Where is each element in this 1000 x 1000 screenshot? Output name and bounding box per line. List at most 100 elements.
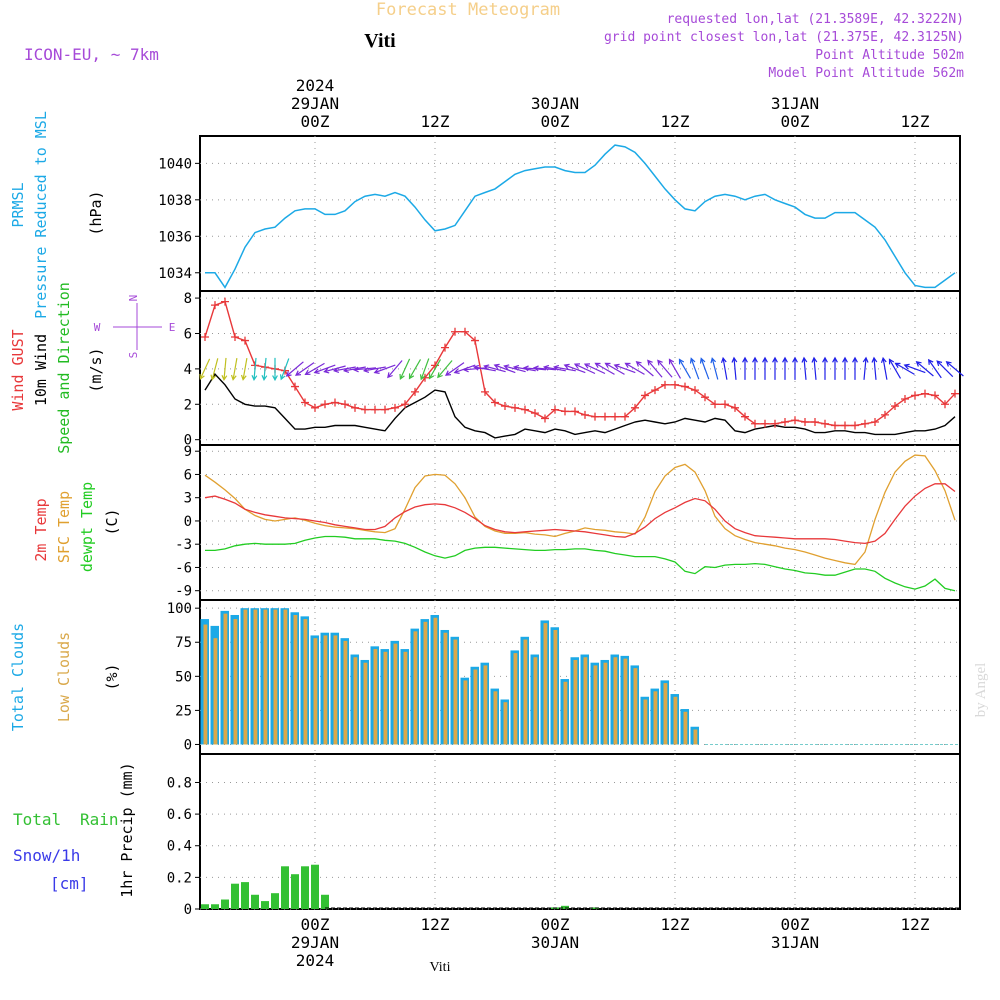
low-cloud-bar xyxy=(643,699,648,745)
footer-station: Viti xyxy=(430,960,451,975)
gust-marker xyxy=(711,400,719,409)
low-cloud-bar xyxy=(423,621,428,745)
label-snow: Snow/1h xyxy=(13,846,80,865)
gust-marker xyxy=(561,407,569,416)
gust-marker xyxy=(851,421,859,430)
y-tick-label: -3 xyxy=(175,537,192,553)
label-percent: (%) xyxy=(103,663,121,690)
point-altitude: Point Altitude 502m xyxy=(815,48,964,63)
low-cloud-bar xyxy=(653,691,658,745)
wind-direction-arrow xyxy=(428,359,442,380)
wind-direction-arrow xyxy=(323,365,346,374)
wind-direction-arrow xyxy=(573,363,596,375)
wind-direction-arrow xyxy=(782,356,788,380)
top-time-label: 00Z xyxy=(781,112,810,131)
wind-direction-arrow xyxy=(927,358,942,379)
top-time-label: 30JAN xyxy=(531,94,579,113)
low-cloud-bar xyxy=(573,659,578,745)
gust-marker xyxy=(641,391,649,400)
wind-direction-arrow xyxy=(251,357,258,382)
wind-direction-arrow xyxy=(852,356,858,380)
gust-marker xyxy=(441,343,449,352)
wind-direction-arrow xyxy=(261,357,268,382)
precip-bar xyxy=(221,899,229,909)
prmsl-line xyxy=(205,144,956,289)
wind-direction-arrow xyxy=(332,366,356,373)
top-time-label: 00Z xyxy=(541,112,570,131)
station-name: Viti xyxy=(364,30,396,52)
gridpoint-coords: grid point closest lon,lat (21.375E, 42.… xyxy=(604,30,964,45)
low-cloud-bar xyxy=(633,668,638,745)
wind-direction-arrow xyxy=(657,359,673,378)
wind-direction-arrow xyxy=(373,364,396,374)
wind-direction-arrow xyxy=(801,356,808,380)
wind-direction-arrow xyxy=(387,360,403,379)
wind-direction-arrow xyxy=(811,356,818,380)
wind-direction-arrow xyxy=(915,360,934,377)
low-cloud-bar xyxy=(323,635,328,745)
y-tick-label: -9 xyxy=(175,584,192,600)
bottom-time-label: 30JAN xyxy=(531,933,579,952)
label-prmsl: PRMSL xyxy=(9,182,27,227)
gust-marker xyxy=(801,417,809,426)
precip-bar xyxy=(211,904,219,909)
gust-marker xyxy=(941,400,949,409)
low-cloud-bar xyxy=(693,729,698,745)
precip-bar xyxy=(201,904,209,909)
low-cloud-bar xyxy=(313,638,318,745)
wind-direction-arrow xyxy=(903,363,926,374)
label-dewpt-temp: dewpt Temp xyxy=(78,482,96,572)
gust-marker xyxy=(661,380,669,389)
wind-direction-arrow xyxy=(880,356,888,380)
precip-bar xyxy=(291,874,299,909)
label-speed-direction: Speed and Direction xyxy=(55,282,73,454)
label-1hr-precip: 1hr Precip (mm) xyxy=(118,762,136,897)
gust-marker xyxy=(391,403,399,412)
precip-bar xyxy=(281,866,289,909)
gust-marker xyxy=(671,380,679,389)
gust-marker xyxy=(831,421,839,430)
wind-direction-arrow xyxy=(842,356,848,380)
low-cloud-bar xyxy=(343,640,348,745)
gust-marker xyxy=(221,297,229,306)
compass-e: E xyxy=(169,321,176,334)
gust-marker xyxy=(921,389,929,398)
gust-marker xyxy=(651,386,659,395)
gust-marker xyxy=(731,403,739,412)
wind-direction-arrow xyxy=(285,361,304,377)
low-cloud-bar xyxy=(333,635,338,745)
wind-direction-arrow xyxy=(862,356,869,380)
y-tick-label: 6 xyxy=(184,467,192,483)
low-cloud-bar xyxy=(553,629,558,745)
gust-marker xyxy=(211,301,219,310)
wind-direction-arrow xyxy=(313,364,336,374)
temperature-panel: -9 -6 -3 0 3 6 9 xyxy=(175,444,961,601)
y-tick-label: 75 xyxy=(175,635,192,651)
gust-marker xyxy=(611,412,619,421)
precipitation-panel: 0 0.2 0.4 0.6 0.8 xyxy=(167,753,961,918)
low-cloud-bar xyxy=(583,657,588,745)
label-total-clouds: Total Clouds xyxy=(9,623,27,731)
low-cloud-bar xyxy=(413,631,418,745)
precip-bar xyxy=(321,894,329,909)
label-cm: [cm] xyxy=(50,874,89,893)
gust-marker xyxy=(691,386,699,395)
gust-marker xyxy=(231,333,239,342)
gust-marker xyxy=(381,405,389,414)
gust-marker xyxy=(771,419,779,428)
gust-marker xyxy=(931,391,939,400)
gust-marker xyxy=(751,419,759,428)
label-2m-temp: 2m Temp xyxy=(32,498,50,561)
low-cloud-bar xyxy=(353,657,358,745)
chart-title: Forecast Meteogram xyxy=(376,0,560,20)
wind-direction-arrow xyxy=(472,364,496,372)
wind-direction-arrow xyxy=(221,357,228,382)
precip-bar xyxy=(231,883,239,909)
gust-marker xyxy=(871,417,879,426)
top-time-label: 00Z xyxy=(301,112,330,131)
top-time-label: 29JAN xyxy=(291,94,339,113)
gust-marker xyxy=(581,410,589,419)
gust-marker xyxy=(951,389,959,398)
